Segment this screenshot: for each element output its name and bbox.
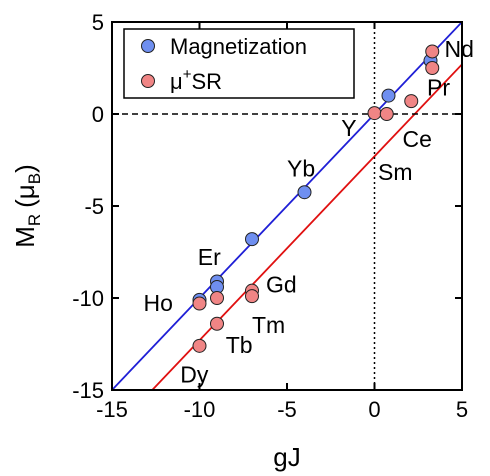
y-tick-label: -15 xyxy=(72,378,104,403)
data-point-series-1 xyxy=(379,107,394,121)
x-tick-label: -5 xyxy=(277,397,297,422)
data-point-series-1 xyxy=(210,316,224,331)
element-label-yb: Yb xyxy=(287,156,315,182)
data-point-series-1 xyxy=(210,291,224,305)
data-point-series-1 xyxy=(425,61,440,75)
data-point-series-0 xyxy=(381,88,396,103)
legend-label-1: μ+SR xyxy=(170,66,222,94)
data-points xyxy=(192,44,440,353)
data-point-series-1 xyxy=(192,296,207,311)
y-axis-title: MR (μB) xyxy=(10,164,44,248)
element-label-ho: Ho xyxy=(144,290,173,316)
element-label-ce: Ce xyxy=(403,126,432,152)
data-point-series-1 xyxy=(367,106,382,121)
legend-label-text: μ xyxy=(170,69,183,94)
element-label-dy: Dy xyxy=(180,362,209,388)
fit-line-1 xyxy=(151,63,462,390)
x-axis-title: gJ xyxy=(273,442,300,472)
y-axis-title-unit-close: ) xyxy=(10,164,40,173)
legend-box xyxy=(123,28,355,99)
legend-label-text: Magnetization xyxy=(170,34,307,59)
fit-lines xyxy=(112,22,462,390)
data-point-series-1 xyxy=(245,289,259,304)
x-tick-label: -10 xyxy=(184,397,216,422)
element-label-nd: Nd xyxy=(445,36,474,62)
element-label-tb: Tb xyxy=(226,332,253,358)
legend-marker-0 xyxy=(141,39,155,53)
x-tick-label: 0 xyxy=(368,397,380,422)
data-point-series-0 xyxy=(297,185,312,200)
y-tick-label: 5 xyxy=(92,10,104,35)
element-label-er: Er xyxy=(198,244,221,270)
legend-label-superscript: + xyxy=(183,66,192,83)
data-point-series-0 xyxy=(245,232,259,247)
x-tick-label: 5 xyxy=(456,397,468,422)
y-tick-label: 0 xyxy=(92,102,104,127)
data-point-series-1 xyxy=(404,94,419,109)
element-label-pr: Pr xyxy=(427,75,450,101)
data-point-series-1 xyxy=(425,44,440,59)
y-axis-title-unit-open: (μ xyxy=(10,184,40,208)
axis-ticks: -15 -10 -5 0 5 -15 -10 -5 0 5 xyxy=(72,10,468,422)
y-axis-title-sub: R xyxy=(25,214,44,226)
y-tick-label: -5 xyxy=(84,194,104,219)
data-point-series-1 xyxy=(192,338,207,353)
y-axis-title-base: M xyxy=(10,226,40,248)
element-label-tm: Tm xyxy=(252,312,285,338)
fit-line-0 xyxy=(112,22,462,390)
legend: Magnetization μ+SR xyxy=(123,28,355,99)
x-tick-label: -15 xyxy=(96,397,128,422)
legend-label-suffix: SR xyxy=(191,69,222,94)
y-axis-title-unit-sub: B xyxy=(25,173,44,184)
legend-label-0: Magnetization xyxy=(170,34,307,59)
element-label-y: Y xyxy=(341,115,356,141)
legend-marker-1 xyxy=(141,74,155,88)
element-label-gd: Gd xyxy=(266,271,297,297)
y-tick-label: -10 xyxy=(72,286,104,311)
element-label-sm: Sm xyxy=(378,159,413,185)
reference-lines xyxy=(112,22,462,390)
